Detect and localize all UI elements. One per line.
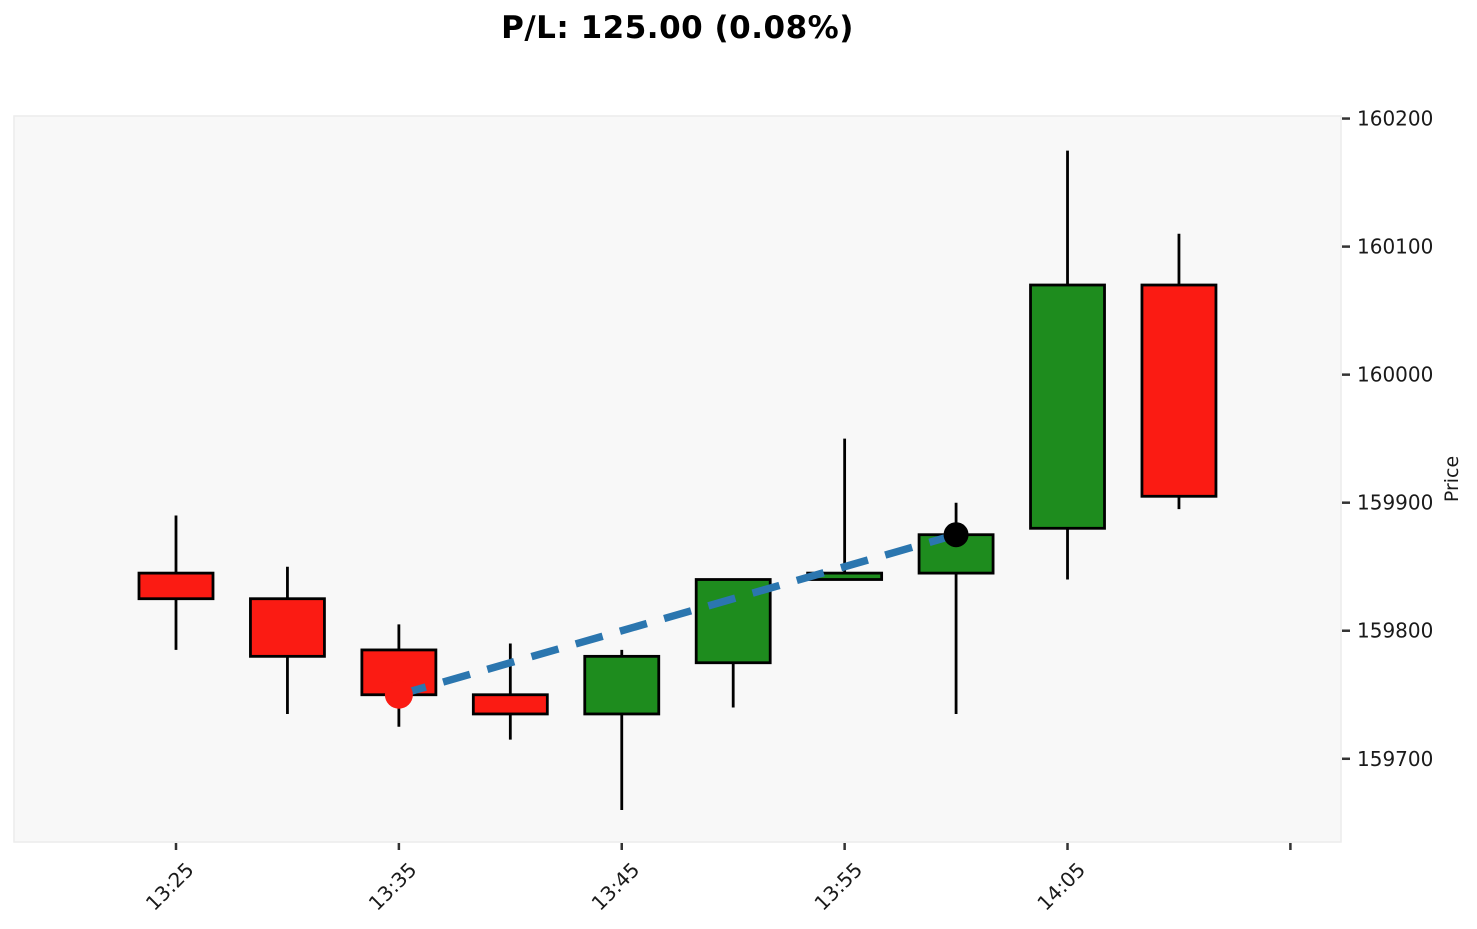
candle-body <box>249 597 326 658</box>
candle-body <box>1029 283 1106 530</box>
x-tick-label: 13:45 <box>587 858 645 916</box>
candle-body <box>1140 283 1218 498</box>
y-tick-label: 159700 <box>1357 747 1433 771</box>
y-tick-label: 159800 <box>1357 619 1433 643</box>
candle-body <box>583 654 661 716</box>
x-tick-label: 13:35 <box>364 858 422 916</box>
x-tick-label: 13:55 <box>809 858 867 916</box>
exit-marker <box>943 522 969 548</box>
candle-body <box>471 693 549 716</box>
plot-background <box>13 115 1342 843</box>
trade-line <box>397 531 958 699</box>
y-tick-label: 160100 <box>1357 235 1433 259</box>
chart-title: P/L: 125.00 (0.08%) <box>501 10 854 46</box>
candle-body <box>137 571 215 601</box>
y-tick-label: 159900 <box>1357 491 1433 515</box>
x-tick-label: 14:05 <box>1032 858 1090 916</box>
x-tick-label: 13:25 <box>141 858 199 916</box>
y-tick-label: 160000 <box>1357 363 1433 387</box>
y-tick-label: 160200 <box>1357 107 1433 131</box>
price-axis-label: Price <box>1441 455 1463 503</box>
entry-marker <box>384 680 413 709</box>
